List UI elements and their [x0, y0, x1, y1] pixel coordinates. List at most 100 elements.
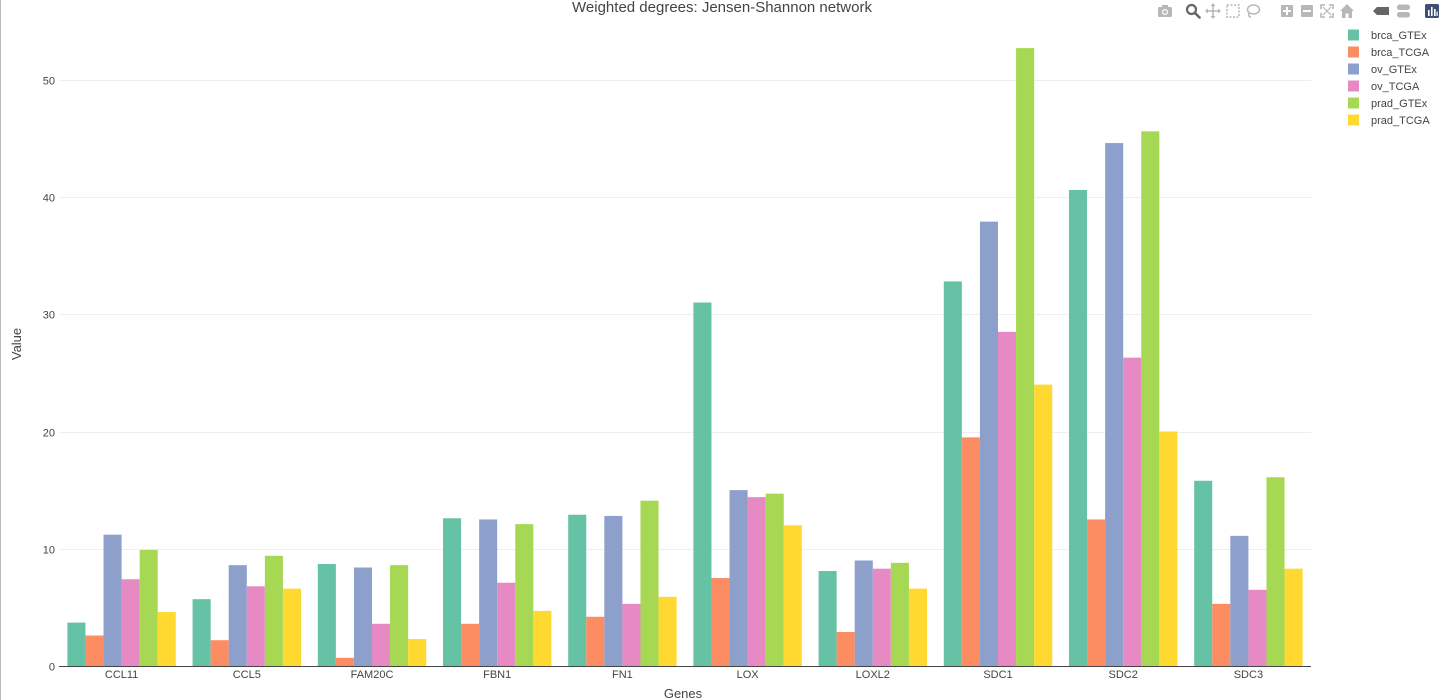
- bar: [908, 588, 928, 666]
- lasso-select-icon[interactable]: [1245, 3, 1261, 19]
- y-tick-label: 30: [43, 310, 55, 322]
- bar: [335, 657, 354, 666]
- bar: [372, 623, 391, 666]
- bar: [282, 588, 302, 666]
- bar: [67, 622, 86, 666]
- bar: [568, 514, 587, 666]
- bar: [228, 565, 247, 666]
- camera-icon[interactable]: [1157, 3, 1173, 19]
- y-tick-label: 0: [49, 662, 55, 674]
- y-tick-label: 50: [43, 76, 55, 88]
- legend-swatch: [1348, 63, 1359, 75]
- bar: [658, 596, 677, 666]
- bar: [711, 578, 730, 666]
- bar: [1123, 357, 1142, 666]
- bar: [872, 568, 891, 666]
- x-tick-label: SDC1: [983, 669, 1012, 681]
- y-axis-title: Value: [9, 328, 24, 360]
- x-tick-label: CCL5: [233, 669, 261, 681]
- bar: [1284, 568, 1303, 666]
- x-tick-label: FAM20C: [351, 669, 394, 681]
- plotly-logo-icon[interactable]: [1424, 3, 1440, 19]
- bars: [67, 48, 1303, 667]
- pan-icon[interactable]: [1205, 3, 1221, 19]
- bar: [854, 560, 873, 666]
- bar: [497, 582, 516, 666]
- legend-swatch: [1348, 97, 1359, 109]
- bar: [210, 640, 229, 666]
- hover-closest-icon[interactable]: [1372, 3, 1390, 19]
- bar: [622, 603, 641, 666]
- bar: [890, 562, 909, 666]
- autoscale-icon[interactable]: [1319, 3, 1335, 19]
- zoom-in-icon[interactable]: [1279, 3, 1295, 19]
- bar: [1266, 477, 1285, 666]
- x-tick-label: FN1: [612, 669, 633, 681]
- bar: [390, 565, 409, 666]
- zoom-icon[interactable]: [1185, 3, 1201, 19]
- bar: [479, 519, 498, 666]
- x-tick-label: SDC2: [1109, 669, 1138, 681]
- y-tick-label: 40: [43, 193, 55, 205]
- bar: [1248, 589, 1267, 666]
- bar: [604, 515, 623, 666]
- zoom-out-icon[interactable]: [1299, 3, 1315, 19]
- legend-item-label: ov_GTEx: [1371, 64, 1417, 76]
- bar: [317, 563, 336, 666]
- bar: [979, 221, 998, 666]
- bar: [103, 534, 122, 666]
- legend-swatch: [1348, 46, 1359, 58]
- bar: [353, 567, 372, 666]
- bar: [157, 612, 176, 666]
- bar: [408, 639, 427, 666]
- bar: [192, 599, 211, 666]
- x-axis-title: Genes: [664, 686, 703, 700]
- bar: [264, 555, 283, 666]
- bar: [586, 616, 605, 666]
- bar: [1159, 431, 1178, 666]
- x-tick-label: SDC3: [1234, 669, 1263, 681]
- bar: [515, 524, 534, 666]
- bar: [729, 490, 748, 666]
- bar: [1230, 535, 1249, 666]
- bar: [85, 635, 104, 666]
- x-tick-label: CCL11: [105, 669, 138, 681]
- y-tick-label: 10: [43, 545, 55, 557]
- bar: [1068, 189, 1088, 666]
- bar: [1087, 519, 1106, 666]
- legend-swatch: [1348, 80, 1359, 92]
- bar: [1141, 131, 1160, 667]
- legend: brca_GTEx brca_TCGA ov_GTEx ov_TCGA prad_GTE…: [1348, 29, 1430, 127]
- x-tick-label: LOX: [737, 669, 760, 681]
- y-axis-ticks: 0 10 20 30 40 50: [43, 76, 55, 674]
- bar: [693, 302, 712, 666]
- bar: [961, 437, 980, 666]
- bar: [1034, 384, 1053, 666]
- bar: [246, 586, 265, 666]
- bar: [1194, 480, 1213, 666]
- reset-axes-icon[interactable]: [1339, 3, 1355, 19]
- bar: [998, 331, 1017, 666]
- bar: [139, 549, 158, 666]
- bar: [765, 493, 784, 666]
- box-select-icon[interactable]: [1225, 3, 1241, 19]
- bar: [783, 525, 802, 666]
- bar: [442, 518, 462, 666]
- bar: [818, 571, 837, 666]
- legend-swatch: [1348, 114, 1359, 126]
- y-tick-label: 20: [43, 428, 55, 440]
- legend-item-label: prad_TCGA: [1371, 115, 1430, 127]
- bar: [1105, 143, 1124, 666]
- legend-swatch: [1348, 29, 1359, 41]
- bar: [121, 579, 140, 666]
- bar: [640, 500, 659, 666]
- bar: [1212, 603, 1231, 666]
- bar: [461, 623, 480, 666]
- bar: [747, 497, 766, 666]
- hover-compare-icon[interactable]: [1394, 3, 1412, 19]
- x-tick-label: FBN1: [483, 669, 511, 681]
- window-left-border: [0, 0, 1, 700]
- bar: [533, 610, 552, 666]
- legend-item-label: brca_TCGA: [1371, 47, 1430, 59]
